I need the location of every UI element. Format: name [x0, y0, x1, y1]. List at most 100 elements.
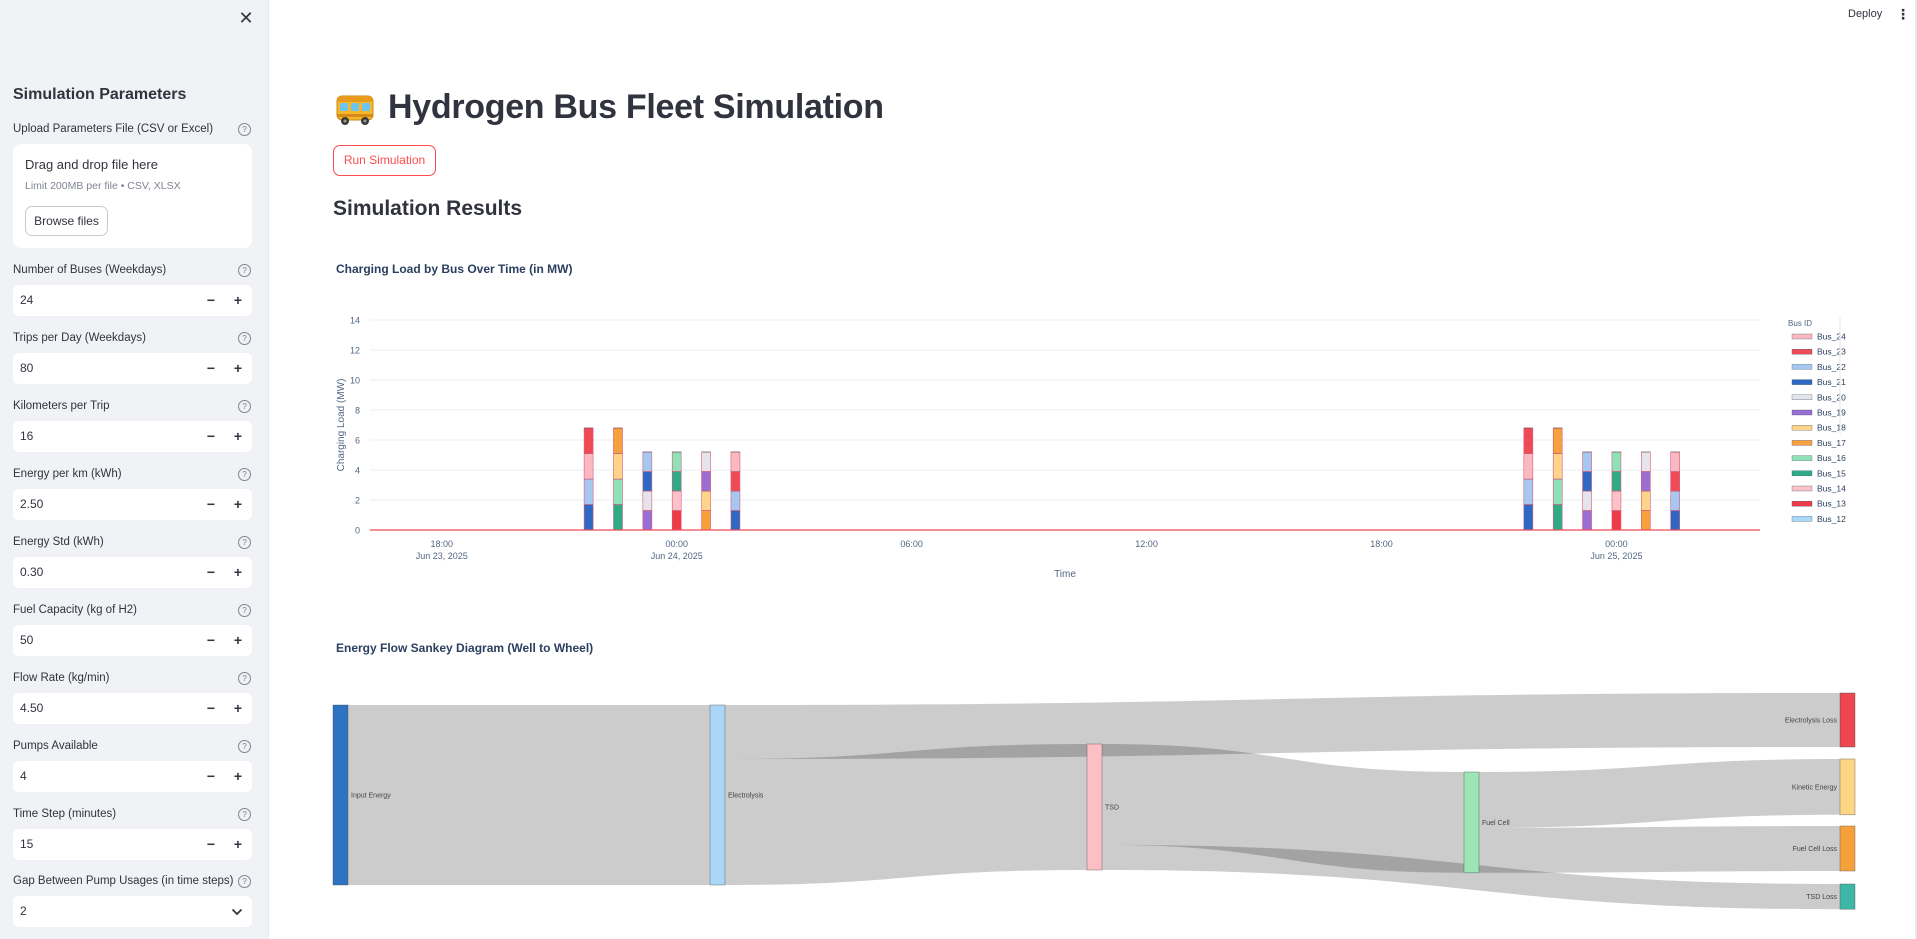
- charging-chart-title: Charging Load by Bus Over Time (in MW): [336, 262, 573, 276]
- sankey-node-label: TSD: [1105, 805, 1119, 812]
- sankey-node: [332, 704, 349, 886]
- help-icon[interactable]: ?: [238, 468, 251, 481]
- bar-segment: [1611, 471, 1622, 492]
- decrement-button[interactable]: −: [206, 564, 216, 580]
- file-uploader-dropzone[interactable]: Drag and drop file here Limit 200MB per …: [13, 144, 252, 248]
- help-icon[interactable]: ?: [238, 332, 251, 345]
- legend-swatch: [1791, 470, 1813, 476]
- bar-segment: [613, 453, 623, 480]
- number-input-value[interactable]: 24: [20, 293, 34, 307]
- number-input[interactable]: 16 − +: [13, 421, 252, 452]
- bar-segment: [701, 490, 711, 511]
- gap-select[interactable]: 2: [13, 896, 252, 927]
- increment-button[interactable]: +: [233, 428, 243, 444]
- help-icon[interactable]: ?: [238, 672, 251, 685]
- number-input[interactable]: 15 − +: [13, 829, 252, 860]
- scrollbar-track[interactable]: [1915, 0, 1917, 939]
- sankey-chart-title: Energy Flow Sankey Diagram (Well to Whee…: [336, 641, 594, 655]
- decrement-button[interactable]: −: [206, 632, 216, 648]
- upload-label: Upload Parameters File (CSV or Excel): [13, 123, 214, 135]
- bar-segment: [1640, 451, 1651, 472]
- gap-select-value: 2: [20, 904, 27, 918]
- sankey-node-label: Fuel Cell: [1482, 820, 1510, 827]
- y-tick-label: 0: [355, 526, 360, 536]
- x-axis-label: Time: [1054, 569, 1076, 580]
- help-icon[interactable]: ?: [238, 740, 251, 753]
- legend-item: Bus_22: [1817, 362, 1846, 372]
- increment-button[interactable]: +: [233, 768, 243, 784]
- legend-item: Bus_18: [1817, 423, 1846, 433]
- x-tick-label: 06:00: [900, 539, 923, 549]
- legend-item: Bus_20: [1817, 392, 1846, 402]
- y-tick-label: 14: [350, 316, 360, 326]
- help-icon[interactable]: ?: [238, 123, 251, 136]
- increment-button[interactable]: +: [233, 700, 243, 716]
- bar-segment: [1640, 471, 1651, 492]
- bar-segment: [1670, 490, 1680, 511]
- bar-segment: [1582, 510, 1592, 531]
- number-input[interactable]: 2.50 − +: [13, 489, 252, 520]
- number-input-value[interactable]: 15: [20, 837, 34, 851]
- number-input-value[interactable]: 2.50: [20, 497, 44, 511]
- legend-swatch: [1791, 364, 1813, 370]
- bar-segment: [613, 504, 623, 531]
- bar-segment: [1582, 490, 1592, 511]
- browse-files-button[interactable]: Browse files: [25, 206, 108, 236]
- number-input[interactable]: 4 − +: [13, 761, 252, 792]
- increment-button[interactable]: +: [233, 564, 243, 580]
- number-input-value[interactable]: 4.50: [20, 701, 44, 715]
- sankey-node-label: Electrolysis Loss: [1785, 718, 1838, 725]
- decrement-button[interactable]: −: [206, 360, 216, 376]
- sankey-node: [1463, 771, 1480, 874]
- number-input-value[interactable]: 4: [20, 769, 27, 783]
- increment-button[interactable]: +: [233, 632, 243, 648]
- x-tick-label: 18:00: [431, 539, 454, 549]
- help-icon[interactable]: ?: [238, 400, 251, 413]
- bar-segment: [1582, 451, 1592, 472]
- decrement-button[interactable]: −: [206, 768, 216, 784]
- help-icon[interactable]: ?: [238, 264, 251, 277]
- number-input-value[interactable]: 16: [20, 429, 34, 443]
- legend-swatch: [1791, 485, 1813, 492]
- x-tick-sublabel: Jun 25, 2025: [1590, 551, 1642, 561]
- increment-button[interactable]: +: [233, 496, 243, 512]
- number-input[interactable]: 80 − +: [13, 353, 252, 384]
- sankey-link: [725, 693, 1840, 759]
- decrement-button[interactable]: −: [206, 292, 216, 308]
- bar-segment: [642, 451, 653, 472]
- increment-button[interactable]: +: [233, 360, 243, 376]
- bar-segment: [671, 490, 682, 511]
- number-input[interactable]: 0.30 − +: [13, 557, 252, 588]
- bar-segment: [1523, 504, 1534, 531]
- sankey-node-label: Fuel Cell Loss: [1793, 846, 1838, 853]
- decrement-button[interactable]: −: [206, 700, 216, 716]
- deploy-button[interactable]: Deploy: [1848, 8, 1883, 20]
- number-input[interactable]: 24 − +: [13, 285, 252, 316]
- decrement-button[interactable]: −: [206, 496, 216, 512]
- energy-sankey-chart: Input Energy Electrolysis TSD Fuel Cell Elec…: [332, 692, 1856, 910]
- increment-button[interactable]: +: [233, 836, 243, 852]
- number-input-value[interactable]: 50: [20, 633, 34, 647]
- decrement-button[interactable]: −: [206, 428, 216, 444]
- chevron-down-icon[interactable]: [227, 896, 247, 927]
- number-input[interactable]: 50 − +: [13, 625, 252, 656]
- bar-segment: [1611, 510, 1622, 531]
- decrement-button[interactable]: −: [206, 836, 216, 852]
- help-icon[interactable]: ?: [238, 536, 251, 549]
- legend-item: Bus_16: [1817, 453, 1846, 463]
- help-icon[interactable]: ?: [238, 875, 251, 888]
- number-input-value[interactable]: 0.30: [20, 565, 44, 579]
- number-input-value[interactable]: 80: [20, 361, 34, 375]
- bar-segment: [1582, 471, 1592, 492]
- main-menu-icon[interactable]: ⋮: [1896, 6, 1910, 22]
- charging-load-chart: 0 2 4 6 8 10 12 14 Charging Load (MW) 18:00 Jun 23…: [336, 316, 1846, 581]
- help-icon[interactable]: ?: [238, 604, 251, 617]
- close-sidebar-icon[interactable]: ✕: [238, 8, 254, 28]
- increment-button[interactable]: +: [233, 292, 243, 308]
- help-icon[interactable]: ?: [238, 808, 251, 821]
- field-label: Kilometers per Trip: [13, 400, 110, 412]
- run-simulation-button[interactable]: Run Simulation: [333, 145, 436, 176]
- bar-segment: [701, 510, 711, 531]
- number-input[interactable]: 4.50 − +: [13, 693, 252, 724]
- bar-segment: [671, 510, 682, 531]
